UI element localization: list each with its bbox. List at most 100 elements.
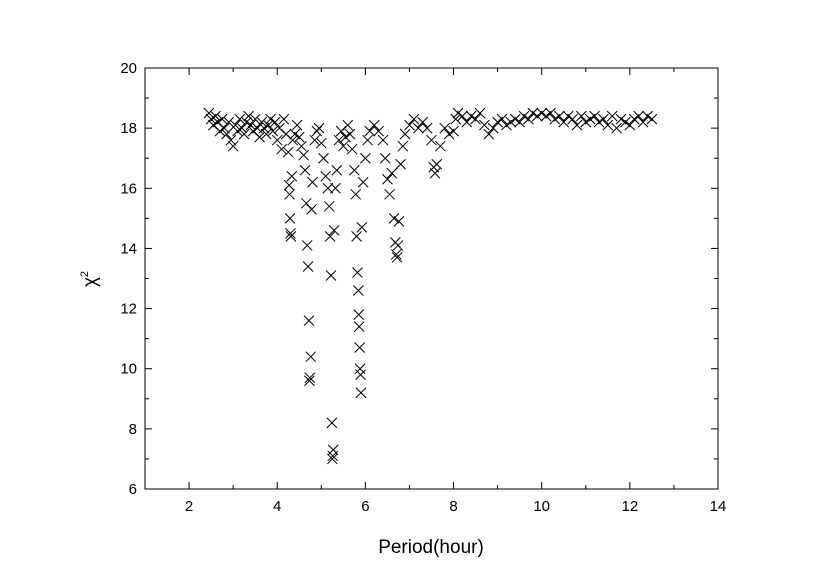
data-point bbox=[439, 122, 451, 134]
data-point bbox=[340, 131, 351, 143]
data-point-stroke bbox=[278, 113, 290, 125]
data-point bbox=[284, 188, 295, 200]
data-point bbox=[633, 110, 645, 122]
data-point bbox=[315, 137, 327, 149]
data-point-stroke bbox=[408, 113, 420, 125]
y-tick-label: 16 bbox=[120, 180, 137, 197]
x-tick-label: 10 bbox=[533, 498, 550, 515]
y-tick-label: 20 bbox=[120, 60, 137, 77]
data-point bbox=[602, 119, 614, 131]
data-point bbox=[210, 110, 221, 122]
data-point-stroke bbox=[483, 128, 495, 140]
data-point bbox=[434, 140, 446, 152]
data-point-stroke bbox=[285, 231, 297, 242]
data-point bbox=[611, 122, 622, 134]
data-point-stroke bbox=[256, 116, 268, 128]
data-point-stroke bbox=[598, 113, 609, 125]
data-point-stroke bbox=[205, 113, 217, 125]
data-point-stroke bbox=[576, 110, 587, 122]
data-point bbox=[304, 372, 316, 384]
data-point-stroke bbox=[285, 228, 296, 239]
data-point-stroke bbox=[642, 110, 653, 122]
data-point bbox=[324, 231, 336, 242]
data-point bbox=[283, 179, 295, 191]
data-point bbox=[337, 140, 349, 152]
data-point bbox=[327, 444, 339, 456]
data-point bbox=[483, 128, 495, 140]
data-point bbox=[346, 143, 358, 155]
data-point bbox=[311, 125, 323, 137]
data-point bbox=[364, 125, 376, 137]
data-point bbox=[443, 128, 455, 140]
data-point-stroke bbox=[393, 216, 405, 227]
data-point bbox=[328, 225, 340, 236]
data-point bbox=[576, 110, 587, 122]
data-point bbox=[431, 158, 443, 170]
data-point-stroke bbox=[611, 122, 622, 134]
data-point bbox=[373, 125, 384, 137]
data-point-stroke bbox=[549, 113, 561, 125]
data-point bbox=[286, 170, 298, 182]
data-point-stroke bbox=[571, 119, 583, 131]
data-point-stroke bbox=[384, 188, 395, 200]
data-point-stroke bbox=[558, 116, 570, 128]
data-point bbox=[496, 113, 508, 125]
data-point-stroke bbox=[606, 110, 618, 122]
data-point bbox=[452, 107, 464, 119]
data-point bbox=[256, 116, 268, 128]
data-point-stroke bbox=[518, 110, 530, 122]
data-point-stroke bbox=[311, 125, 323, 137]
y-tick-label: 10 bbox=[120, 361, 137, 378]
data-point-stroke bbox=[553, 110, 565, 122]
data-point bbox=[628, 113, 640, 125]
data-point-stroke bbox=[302, 261, 314, 272]
data-point-stroke bbox=[589, 110, 600, 122]
data-point bbox=[509, 113, 521, 125]
y-tick-label: 6 bbox=[129, 481, 137, 498]
data-point-stroke bbox=[254, 131, 265, 143]
data-point-stroke bbox=[354, 342, 366, 354]
data-point-stroke bbox=[540, 110, 552, 122]
data-point bbox=[487, 122, 499, 134]
data-point-stroke bbox=[492, 116, 503, 128]
data-point-stroke bbox=[247, 125, 259, 137]
data-point bbox=[214, 125, 226, 137]
data-point-stroke bbox=[593, 116, 605, 128]
data-point bbox=[379, 152, 391, 164]
data-point-stroke bbox=[404, 119, 415, 131]
data-point-stroke bbox=[388, 213, 400, 224]
data-point bbox=[276, 143, 287, 155]
data-point bbox=[390, 249, 402, 260]
y-tick-label: 14 bbox=[120, 240, 137, 257]
data-point-stroke bbox=[337, 140, 349, 152]
data-point-stroke bbox=[399, 128, 411, 140]
data-point bbox=[470, 113, 481, 125]
data-point-stroke bbox=[628, 113, 640, 125]
data-point bbox=[265, 113, 276, 125]
data-point-stroke bbox=[300, 197, 312, 209]
data-point bbox=[505, 116, 517, 128]
data-point bbox=[536, 107, 548, 119]
data-point-stroke bbox=[439, 122, 451, 134]
data-point-stroke bbox=[315, 137, 327, 149]
data-point-stroke bbox=[282, 146, 294, 158]
data-point bbox=[285, 228, 296, 239]
data-point-stroke bbox=[501, 119, 512, 131]
data-point bbox=[318, 152, 329, 164]
data-point-stroke bbox=[269, 116, 281, 128]
data-point-stroke bbox=[417, 116, 429, 128]
data-point bbox=[404, 119, 415, 131]
y-tick-label: 18 bbox=[120, 120, 137, 137]
data-point bbox=[479, 119, 490, 131]
data-point-stroke bbox=[309, 134, 321, 146]
data-point bbox=[232, 125, 243, 137]
data-point-stroke bbox=[326, 453, 338, 465]
data-point bbox=[637, 116, 649, 128]
data-point-stroke bbox=[527, 107, 539, 119]
data-point-stroke bbox=[523, 113, 534, 125]
data-point-stroke bbox=[236, 122, 248, 134]
data-point-stroke bbox=[545, 107, 556, 119]
data-point-stroke bbox=[322, 182, 334, 194]
data-point bbox=[296, 140, 307, 152]
